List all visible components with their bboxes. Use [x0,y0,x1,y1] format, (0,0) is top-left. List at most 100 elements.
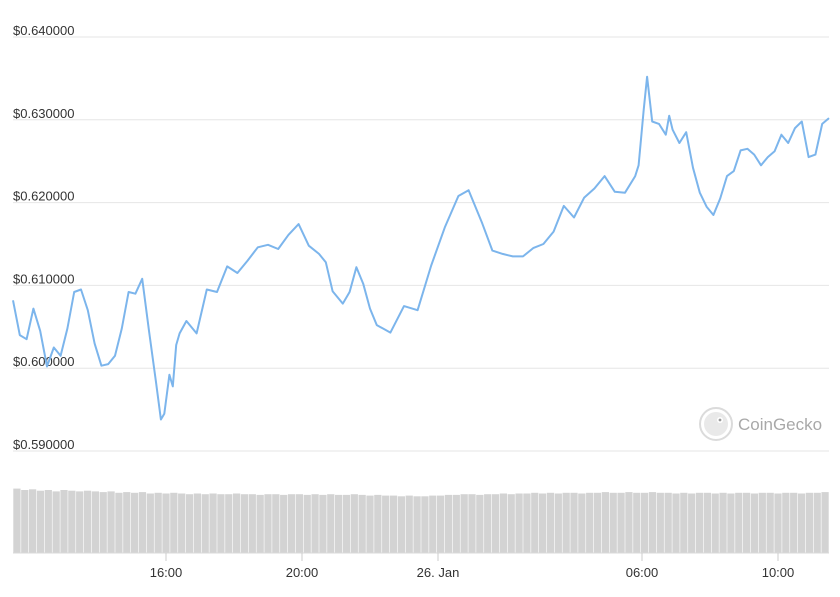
volume-bar [178,493,186,553]
volume-bar [382,495,390,553]
volume-bar [821,492,829,553]
volume-bar [421,496,429,553]
volume-bar [44,490,52,553]
volume-bar [287,494,296,553]
volume-bar [609,492,617,553]
volume-bar [617,492,625,553]
x-tick-label: 06:00 [626,565,659,580]
volume-bar [28,489,37,553]
volume-bar [648,492,657,553]
volume-bar [185,494,194,553]
volume-bar [138,492,147,553]
volume-bar [99,492,107,553]
y-tick-label: $0.640000 [13,23,74,38]
volume-bar [735,492,743,553]
volume-bar [468,494,476,553]
volume-bar [170,492,178,553]
volume-bar [232,493,241,553]
grid-lines [13,36,829,452]
volume-bar [303,494,311,553]
volume-bar [688,493,696,553]
volume-bar [83,490,92,553]
volume-bar [507,494,515,553]
volume-bar [154,492,162,553]
volume-bar [531,492,539,553]
volume-bar [405,495,413,553]
volume-bar [264,494,272,553]
volume-bars [13,488,829,553]
volume-bar [444,494,453,553]
volume-bar [460,494,468,553]
volume-bar [703,492,712,553]
volume-bar [758,492,766,553]
volume-bar [319,494,327,553]
y-axis: $0.640000 $0.630000 $0.620000 $0.610000 $0.6… [13,23,74,452]
volume-bar [91,491,100,553]
volume-bar [225,494,233,553]
volume-bar [766,492,774,553]
volume-bar [672,493,680,553]
price-line[interactable] [12,75,830,421]
volume-bar [664,492,672,553]
x-tick-label: 16:00 [150,565,183,580]
x-axis: 16:00 20:00 26. Jan 06:00 10:00 [13,552,829,580]
volume-bar [358,494,366,553]
volume-bar [397,496,406,553]
gecko-logo-pupil [718,418,722,422]
volume-bar [389,495,398,553]
volume-bar [790,492,798,553]
volume-bar [805,492,814,553]
volume-bar [162,493,170,553]
volume-bar [280,494,288,553]
volume-bar [436,495,445,553]
volume-bar [750,493,759,553]
volume-bar [813,492,821,553]
volume-bar [68,490,76,553]
volume-bar [115,492,123,553]
volume-bar [60,490,68,553]
volume-bar [711,493,719,553]
volume-bar [593,492,602,553]
volume-bar [201,494,209,553]
volume-bar [727,493,735,553]
y-tick-label: $0.620000 [13,189,74,204]
volume-bar [797,493,806,553]
y-tick-label: $0.630000 [13,106,74,121]
x-tick-label: 20:00 [286,565,319,580]
volume-bar [429,495,437,553]
volume-bar [554,493,562,553]
volume-bar [21,490,29,553]
volume-bar [538,493,547,553]
volume-bar [633,492,641,553]
volume-bar [742,492,751,553]
volume-bar [342,494,351,553]
volume-bar [570,492,578,553]
volume-bar [311,494,319,553]
volume-bar [76,491,84,553]
volume-bar [546,492,555,553]
y-tick-label: $0.600000 [13,354,74,369]
volume-bar [350,494,358,553]
volume-bar [193,493,202,553]
volume-bar [130,492,139,553]
volume-bar [209,493,217,553]
volume-bar [327,494,335,553]
volume-bar [774,493,782,553]
gecko-logo-face [704,412,728,436]
volume-bar [413,496,421,553]
watermark-label: CoinGecko [738,415,822,434]
volume-bar [578,493,586,553]
volume-bar [107,491,115,553]
volume-bar [217,494,225,553]
volume-bar [523,493,531,553]
volume-bar [680,492,688,553]
volume-bar [123,492,131,553]
volume-bar [366,495,374,553]
volume-bar [452,494,460,553]
volume-bar [586,492,594,553]
volume-bar [562,492,570,553]
volume-bar [240,494,249,553]
x-tick-label: 26. Jan [417,565,460,580]
volume-bar [695,492,704,553]
